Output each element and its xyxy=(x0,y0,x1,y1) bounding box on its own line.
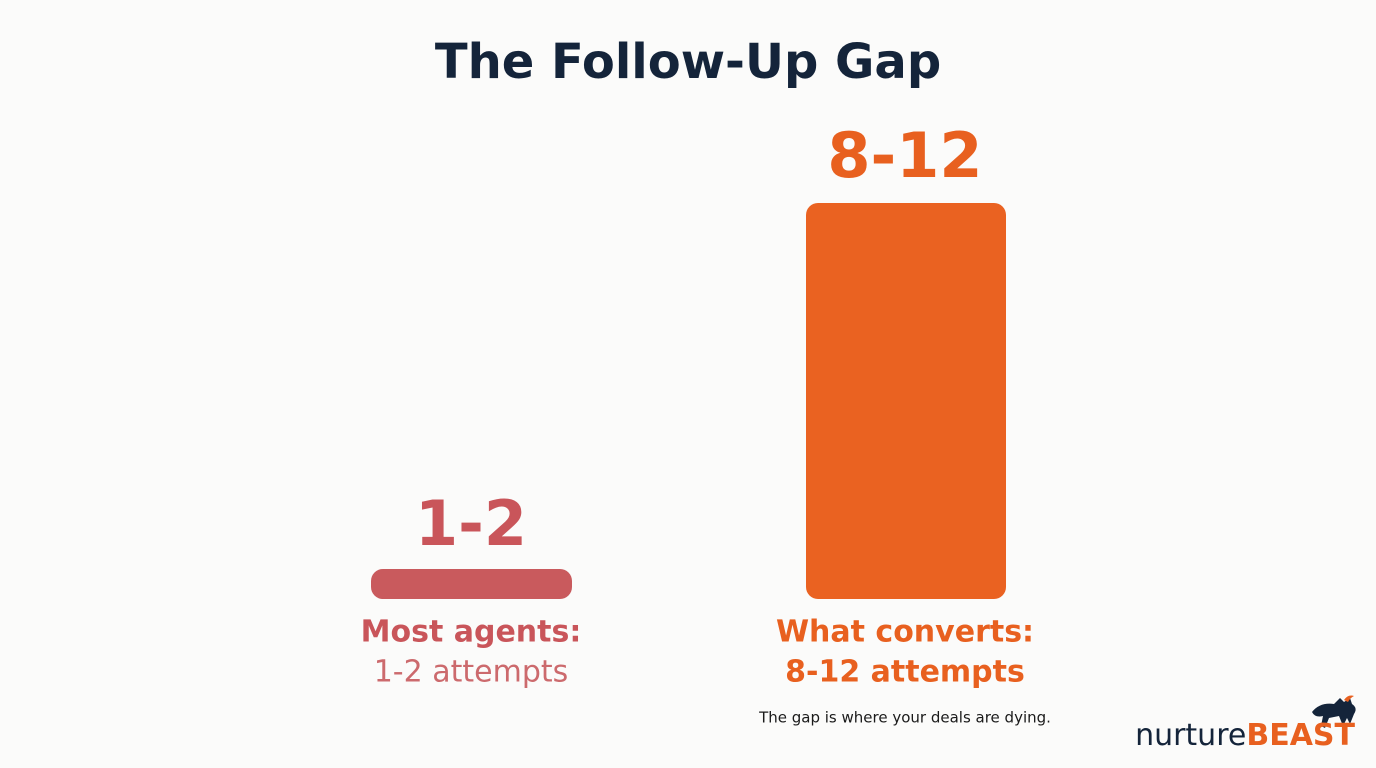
column-sublabel: 8-12 attempts xyxy=(785,655,1025,690)
bar xyxy=(371,569,572,599)
brand-icon xyxy=(1312,695,1356,728)
column-label: What converts: xyxy=(776,615,1034,650)
brand-prefix: nurture xyxy=(1135,718,1246,753)
note: The gap is where your deals are dying. xyxy=(758,709,1051,727)
value-label: 8-12 xyxy=(827,119,982,192)
brand: nurtureBEAST xyxy=(1135,718,1355,753)
column-label: Most agents: xyxy=(361,615,582,650)
value-label: 1-2 xyxy=(415,487,527,560)
title: The Follow-Up Gap xyxy=(435,34,941,90)
bar xyxy=(806,203,1006,599)
brand-suffix: BEAST xyxy=(1246,718,1355,753)
column-sublabel: 1-2 attempts xyxy=(374,655,569,690)
